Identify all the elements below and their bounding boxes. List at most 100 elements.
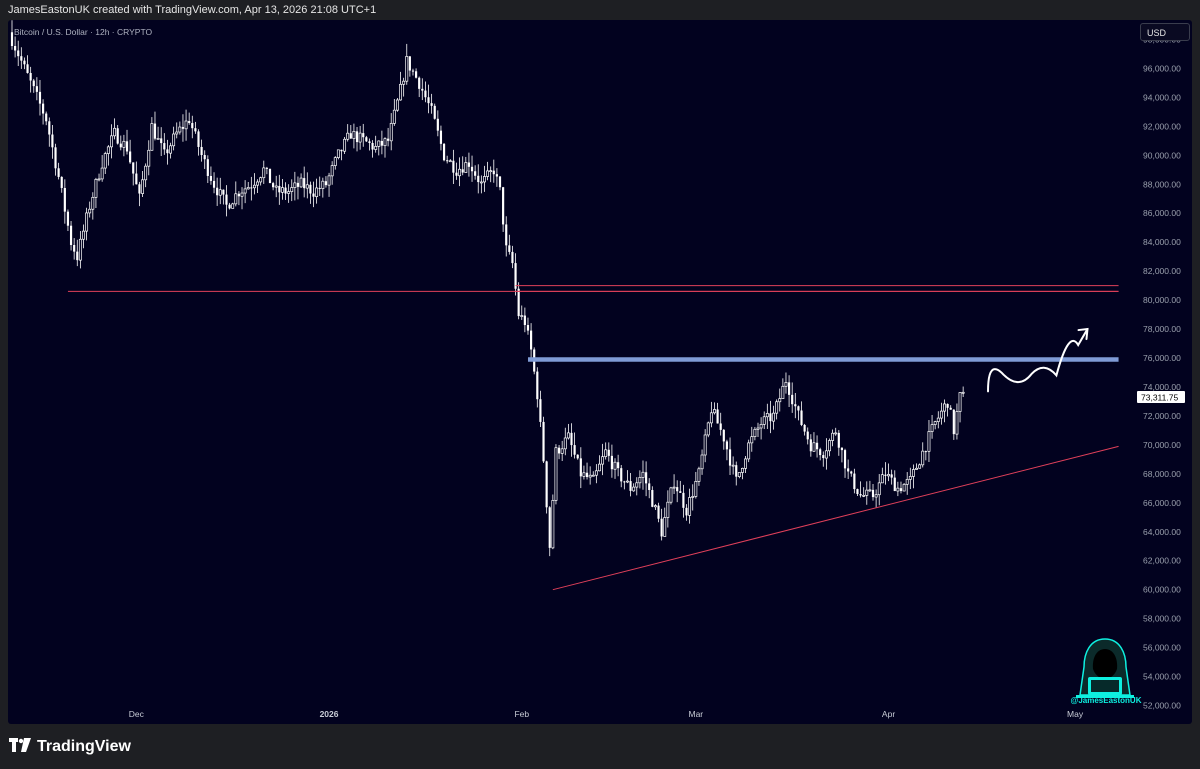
y-tick-label: 78,000.00 [1143,324,1181,334]
candle-body [35,86,38,92]
candle-body [250,187,253,189]
candle-body [26,64,29,73]
candle-body [691,496,695,498]
watermark-handle: @JamesEastonUK [1070,696,1142,705]
candle-body [293,182,297,188]
rising-support-line[interactable] [552,445,1119,591]
x-tick-label: Apr [882,709,895,719]
candle-body [566,432,570,439]
candle-body [545,461,548,508]
candle-body [474,171,477,176]
candle-body [834,432,838,435]
candle-body [685,507,688,516]
candle-body [240,192,244,197]
candle-body [464,162,468,173]
symbol-legend[interactable]: Bitcoin / U.S. Dollar · 12h · CRYPTO [14,27,153,37]
candle-body [371,142,374,150]
candle-body [741,467,744,473]
candle-body [122,140,126,148]
candle-body [765,413,769,418]
candle-body [442,143,446,161]
currency-selector[interactable]: USD [1140,23,1190,41]
candle-body [287,191,291,194]
candle-body [871,489,875,498]
candle-body [554,447,558,501]
y-tick-label: 60,000.00 [1143,585,1181,595]
candle-body [32,80,35,87]
candle-body [560,448,564,454]
candle-body [713,409,716,414]
candle-body [822,455,825,459]
y-tick-label: 56,000.00 [1143,643,1181,653]
candle-body [45,113,48,122]
candle-body [769,413,772,422]
candle-body [946,403,949,408]
candle-body [607,449,610,456]
y-tick-label: 96,000.00 [1143,63,1181,73]
candle-body [88,208,92,214]
candle-body [209,175,213,181]
candle-body [927,431,931,452]
candle-body [231,203,235,209]
candle-body [129,151,132,163]
candle-body [299,177,303,188]
candle-body [178,126,182,133]
candle-body [819,449,822,456]
candle-body [797,406,800,411]
candle-body [632,486,636,492]
candle-body [194,128,197,132]
tradingview-brand-label: TradingView [37,738,131,755]
y-tick-label: 88,000.00 [1143,179,1181,189]
candle-body [125,141,129,152]
candle-body [778,398,782,403]
candle-body [548,507,551,548]
y-tick-label: 72,000.00 [1143,411,1181,421]
candle-body [958,392,962,412]
candle-body [272,183,275,188]
candle-body [374,146,378,150]
chart-plot-area[interactable] [8,20,1192,724]
candle-body [284,187,287,194]
last-price-badge [1137,390,1185,403]
candle-body [890,474,893,478]
y-tick-label: 66,000.00 [1143,498,1181,508]
last-price-label: 73,311.75 [1141,392,1178,402]
candle-body [234,193,238,205]
tradingview-brand[interactable]: TradingView [9,737,131,757]
candle-body [153,123,157,139]
candle-body [862,495,866,497]
candle-body [206,159,209,176]
candle-body [530,330,533,350]
candle-body [759,424,763,429]
candle-body [517,288,520,317]
candle-body [253,184,256,189]
candle-body [604,449,608,458]
candle-body [399,83,402,101]
candle-body [731,464,735,467]
candle-body [421,88,424,91]
candle-body [405,56,409,82]
candle-body [666,501,670,518]
projection-arrow-path[interactable] [987,328,1089,393]
candle-body [949,407,952,410]
y-tick-label: 74,000.00 [1143,382,1181,392]
candle-body [424,90,427,98]
candle-body [495,174,498,177]
candle-body [638,477,642,484]
candle-body [716,409,719,424]
candle-body [921,450,925,466]
candle-body [756,427,760,430]
candle-body [523,315,526,326]
candle-body [623,481,626,483]
candle-body [38,91,42,104]
attribution-text: JamesEastonUK created with TradingView.c… [8,4,377,16]
candle-body [582,472,586,477]
candle-body [78,238,82,261]
candle-body [265,167,268,169]
candle-body [893,477,896,492]
candle-body [48,121,51,135]
candle-body [576,454,579,459]
candle-body [446,160,449,162]
candle-body [69,225,73,246]
